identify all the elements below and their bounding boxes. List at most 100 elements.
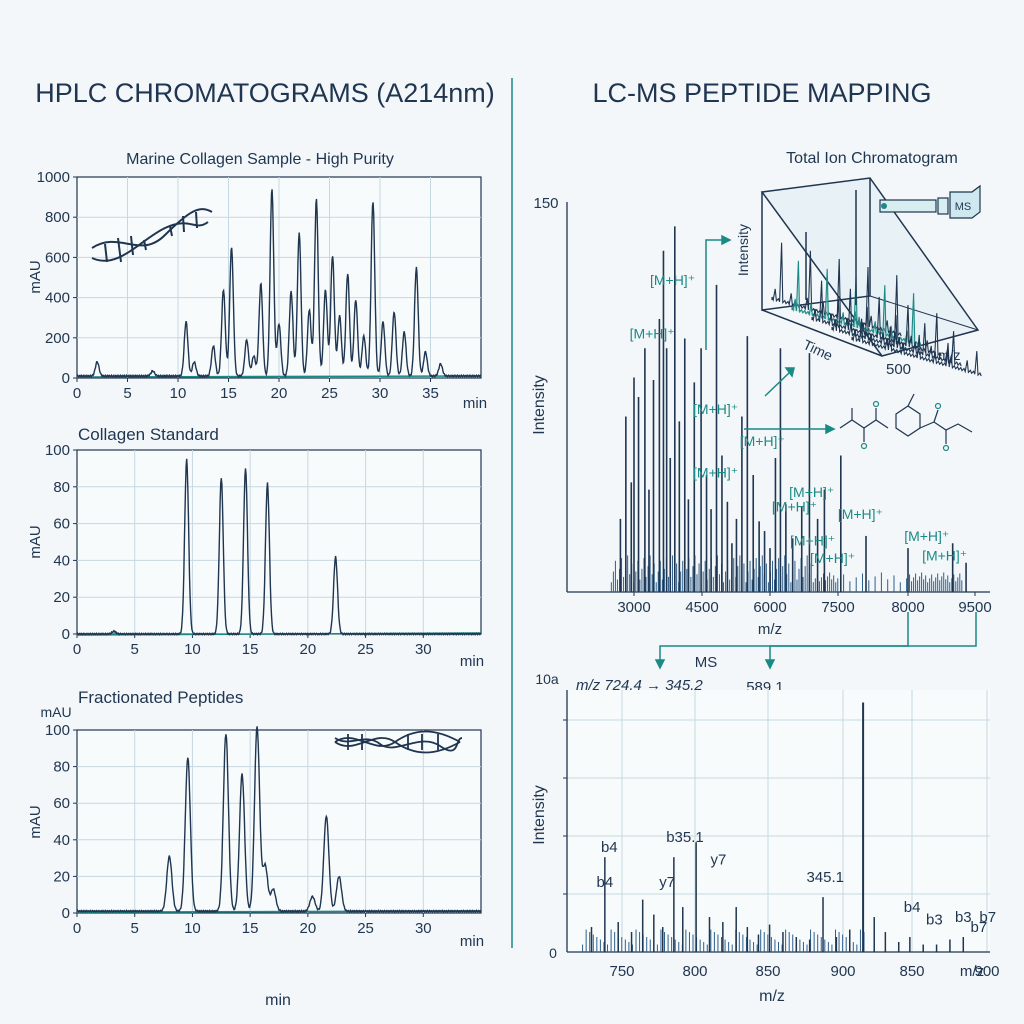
lcms-spectrum-panel: Intensity 150 m/z 3000 4500 6000 7500 8000 95… bbox=[531, 195, 992, 638]
hplc-fractions-ytick-label: 40 bbox=[53, 832, 70, 849]
hplc-standard-xtick-label: 25 bbox=[357, 641, 374, 658]
hplc-fractions-yunit-top: mAU bbox=[40, 704, 71, 720]
lcms-peak-annotation: [M+H]⁺ bbox=[810, 550, 855, 566]
hplc-fractions-xtick-label: 0 bbox=[73, 920, 81, 937]
lcms-ylabel: Intensity bbox=[531, 375, 548, 435]
hplc-fractions-xtick-label: 10 bbox=[184, 920, 201, 937]
tic-box-edge bbox=[761, 309, 883, 357]
hplc-standard-xtick-label: 10 bbox=[184, 641, 201, 658]
lcms-ytick-top: 150 bbox=[533, 195, 558, 212]
lcms-peak-annotation: [M+H]⁺ bbox=[772, 499, 817, 515]
tic-ylabel: Intensity bbox=[735, 224, 751, 276]
msms-xtick-label: 900 bbox=[830, 963, 855, 980]
msms-xtick-label: 800 bbox=[682, 963, 707, 980]
hplc-fractions-xlabel: min bbox=[265, 992, 291, 1009]
hplc-marine-xtick-label: 0 bbox=[73, 385, 81, 402]
hplc-marine-xtick-label: 35 bbox=[422, 385, 439, 402]
hplc-fractions-xtick-label: 25 bbox=[357, 920, 374, 937]
tic-box-edge bbox=[869, 295, 979, 331]
tic-traces bbox=[771, 190, 982, 377]
hplc-standard-ylabel: mAU bbox=[27, 525, 44, 558]
hplc-marine-ytick-label: 1000 bbox=[37, 169, 70, 186]
msms-xtick-label: 850 bbox=[755, 963, 780, 980]
msms-fragment-label: b7 bbox=[979, 909, 996, 926]
msms-fragment-label: b7 bbox=[971, 919, 988, 936]
msms-ytick-bottom: 0 bbox=[549, 945, 557, 961]
hplc-fractions-panel: Fractionated Peptides mAU mAU min min 0 5… bbox=[27, 688, 484, 1009]
lcms-peak-annotation: [M+H]⁺ bbox=[789, 484, 834, 500]
msms-fragment-label: b4 bbox=[601, 839, 618, 856]
hplc-fractions-ytick-label: 100 bbox=[45, 722, 70, 739]
peptide-structure-icon bbox=[839, 393, 973, 452]
hplc-marine-trace bbox=[76, 189, 482, 379]
hplc-marine-panel: Marine Collagen Sample - High Purity mAU… bbox=[27, 151, 487, 412]
hplc-standard-xtick-label: 15 bbox=[242, 641, 259, 658]
hplc-marine-ytick-label: 0 bbox=[62, 370, 70, 387]
tic-box-back bbox=[761, 178, 871, 311]
msms-xtick-label: 750 bbox=[609, 963, 634, 980]
lcms-peak-annotation: [M+H]⁺ bbox=[693, 401, 738, 417]
msms-plot-area bbox=[567, 690, 990, 952]
hplc-marine-ylabel: mAU bbox=[27, 260, 44, 293]
msms-fragment-label: b4 bbox=[904, 899, 921, 916]
hplc-standard-panel: Collagen Standard mAU min 0 5 10 15 20 25 30 0 2… bbox=[27, 425, 484, 670]
msms-xunit: m/z bbox=[960, 963, 984, 980]
tic-inset: Total Ion Chromatogram Intensity Time m/… bbox=[735, 150, 982, 378]
hplc-marine-ytick-label: 400 bbox=[45, 290, 70, 307]
hplc-marine-xtick-label: 5 bbox=[123, 385, 131, 402]
hplc-fractions-ytick-label: 80 bbox=[53, 759, 70, 776]
left-section-title: HPLC CHROMATOGRAMS (A214nm) bbox=[35, 78, 495, 108]
hplc-standard-ytick-label: 20 bbox=[53, 589, 70, 606]
hplc-fractions-ytick-label: 20 bbox=[53, 868, 70, 885]
hplc-marine-ytick-label: 200 bbox=[45, 330, 70, 347]
tic-trace bbox=[831, 298, 962, 367]
hplc-fractions-ytick-label: 0 bbox=[62, 905, 70, 922]
msms-ylabel: Intensity bbox=[531, 785, 548, 845]
msms-xtick-label: 850 bbox=[899, 963, 924, 980]
hplc-fractions-plot-area bbox=[76, 729, 482, 914]
hplc-fractions-ytick-label: 60 bbox=[53, 795, 70, 812]
lcms-peak-annotation: [M+H]⁺ bbox=[740, 433, 785, 449]
hplc-standard-ytick-label: 100 bbox=[45, 442, 70, 459]
connector-arrows bbox=[654, 234, 977, 670]
hplc-marine-xtick-label: 30 bbox=[372, 385, 389, 402]
hplc-fractions-xtick-label: 15 bbox=[242, 920, 259, 937]
hplc-standard-trace bbox=[76, 458, 482, 637]
hplc-marine-ytick-label: 600 bbox=[45, 249, 70, 266]
tic-title: Total Ion Chromatogram bbox=[786, 150, 958, 167]
hplc-standard-ytick-label: 40 bbox=[53, 552, 70, 569]
lcms-peak-annotation: [M+H]⁺ bbox=[630, 326, 675, 342]
msms-ytick-top: 10a bbox=[535, 671, 559, 687]
hplc-marine-xtick-label: 20 bbox=[271, 385, 288, 402]
hplc-fractions-xtick-label: 5 bbox=[131, 920, 139, 937]
msms-fragment-label: b4 bbox=[597, 874, 614, 891]
hplc-fractions-xunit: min bbox=[460, 933, 484, 950]
lcms-peak-annotation: [M+H]⁺ bbox=[650, 272, 695, 288]
hplc-fractions-trace bbox=[76, 726, 482, 914]
hplc-fractions-xtick-label: 30 bbox=[415, 920, 432, 937]
lcms-xtick-label: 8000 bbox=[891, 599, 924, 616]
hplc-standard-xtick-label: 30 bbox=[415, 641, 432, 658]
hplc-standard-plot-area bbox=[76, 449, 482, 635]
tic-zlabel: m/z bbox=[938, 347, 961, 363]
hplc-fractions-title: Fractionated Peptides bbox=[78, 688, 243, 707]
collagen-triple-helix-icon bbox=[334, 730, 463, 754]
msms-spectrum-panel: MS m/z 724.4 → 345.2 10a 0 Intensity m/z… bbox=[531, 654, 1000, 1005]
lcms-peak-annotation: [M+H]⁺ bbox=[838, 506, 883, 522]
hplc-standard-xtick-label: 5 bbox=[131, 641, 139, 658]
tic-tick: 500 bbox=[886, 361, 911, 378]
right-section-title: LC-MS PEPTIDE MAPPING bbox=[592, 78, 931, 108]
hplc-fractions-xtick-label: 20 bbox=[300, 920, 317, 937]
dna-helix-icon bbox=[91, 208, 213, 263]
msms-transition: m/z 724.4 → 345.2 bbox=[576, 677, 703, 694]
msms-title: MS bbox=[695, 654, 718, 671]
hplc-marine-ytick-label: 800 bbox=[45, 209, 70, 226]
lcms-peak-annotation: [M+H]⁺ bbox=[922, 547, 967, 563]
hplc-standard-ytick-label: 60 bbox=[53, 516, 70, 533]
lcms-peak-annotation: [M+H]⁺ bbox=[693, 464, 738, 480]
hplc-standard-xtick-label: 0 bbox=[73, 641, 81, 658]
msms-fragment-label: 345.1 bbox=[806, 869, 844, 886]
hplc-standard-xunit: min bbox=[460, 653, 484, 670]
lcms-xtick-label: 6000 bbox=[753, 599, 786, 616]
